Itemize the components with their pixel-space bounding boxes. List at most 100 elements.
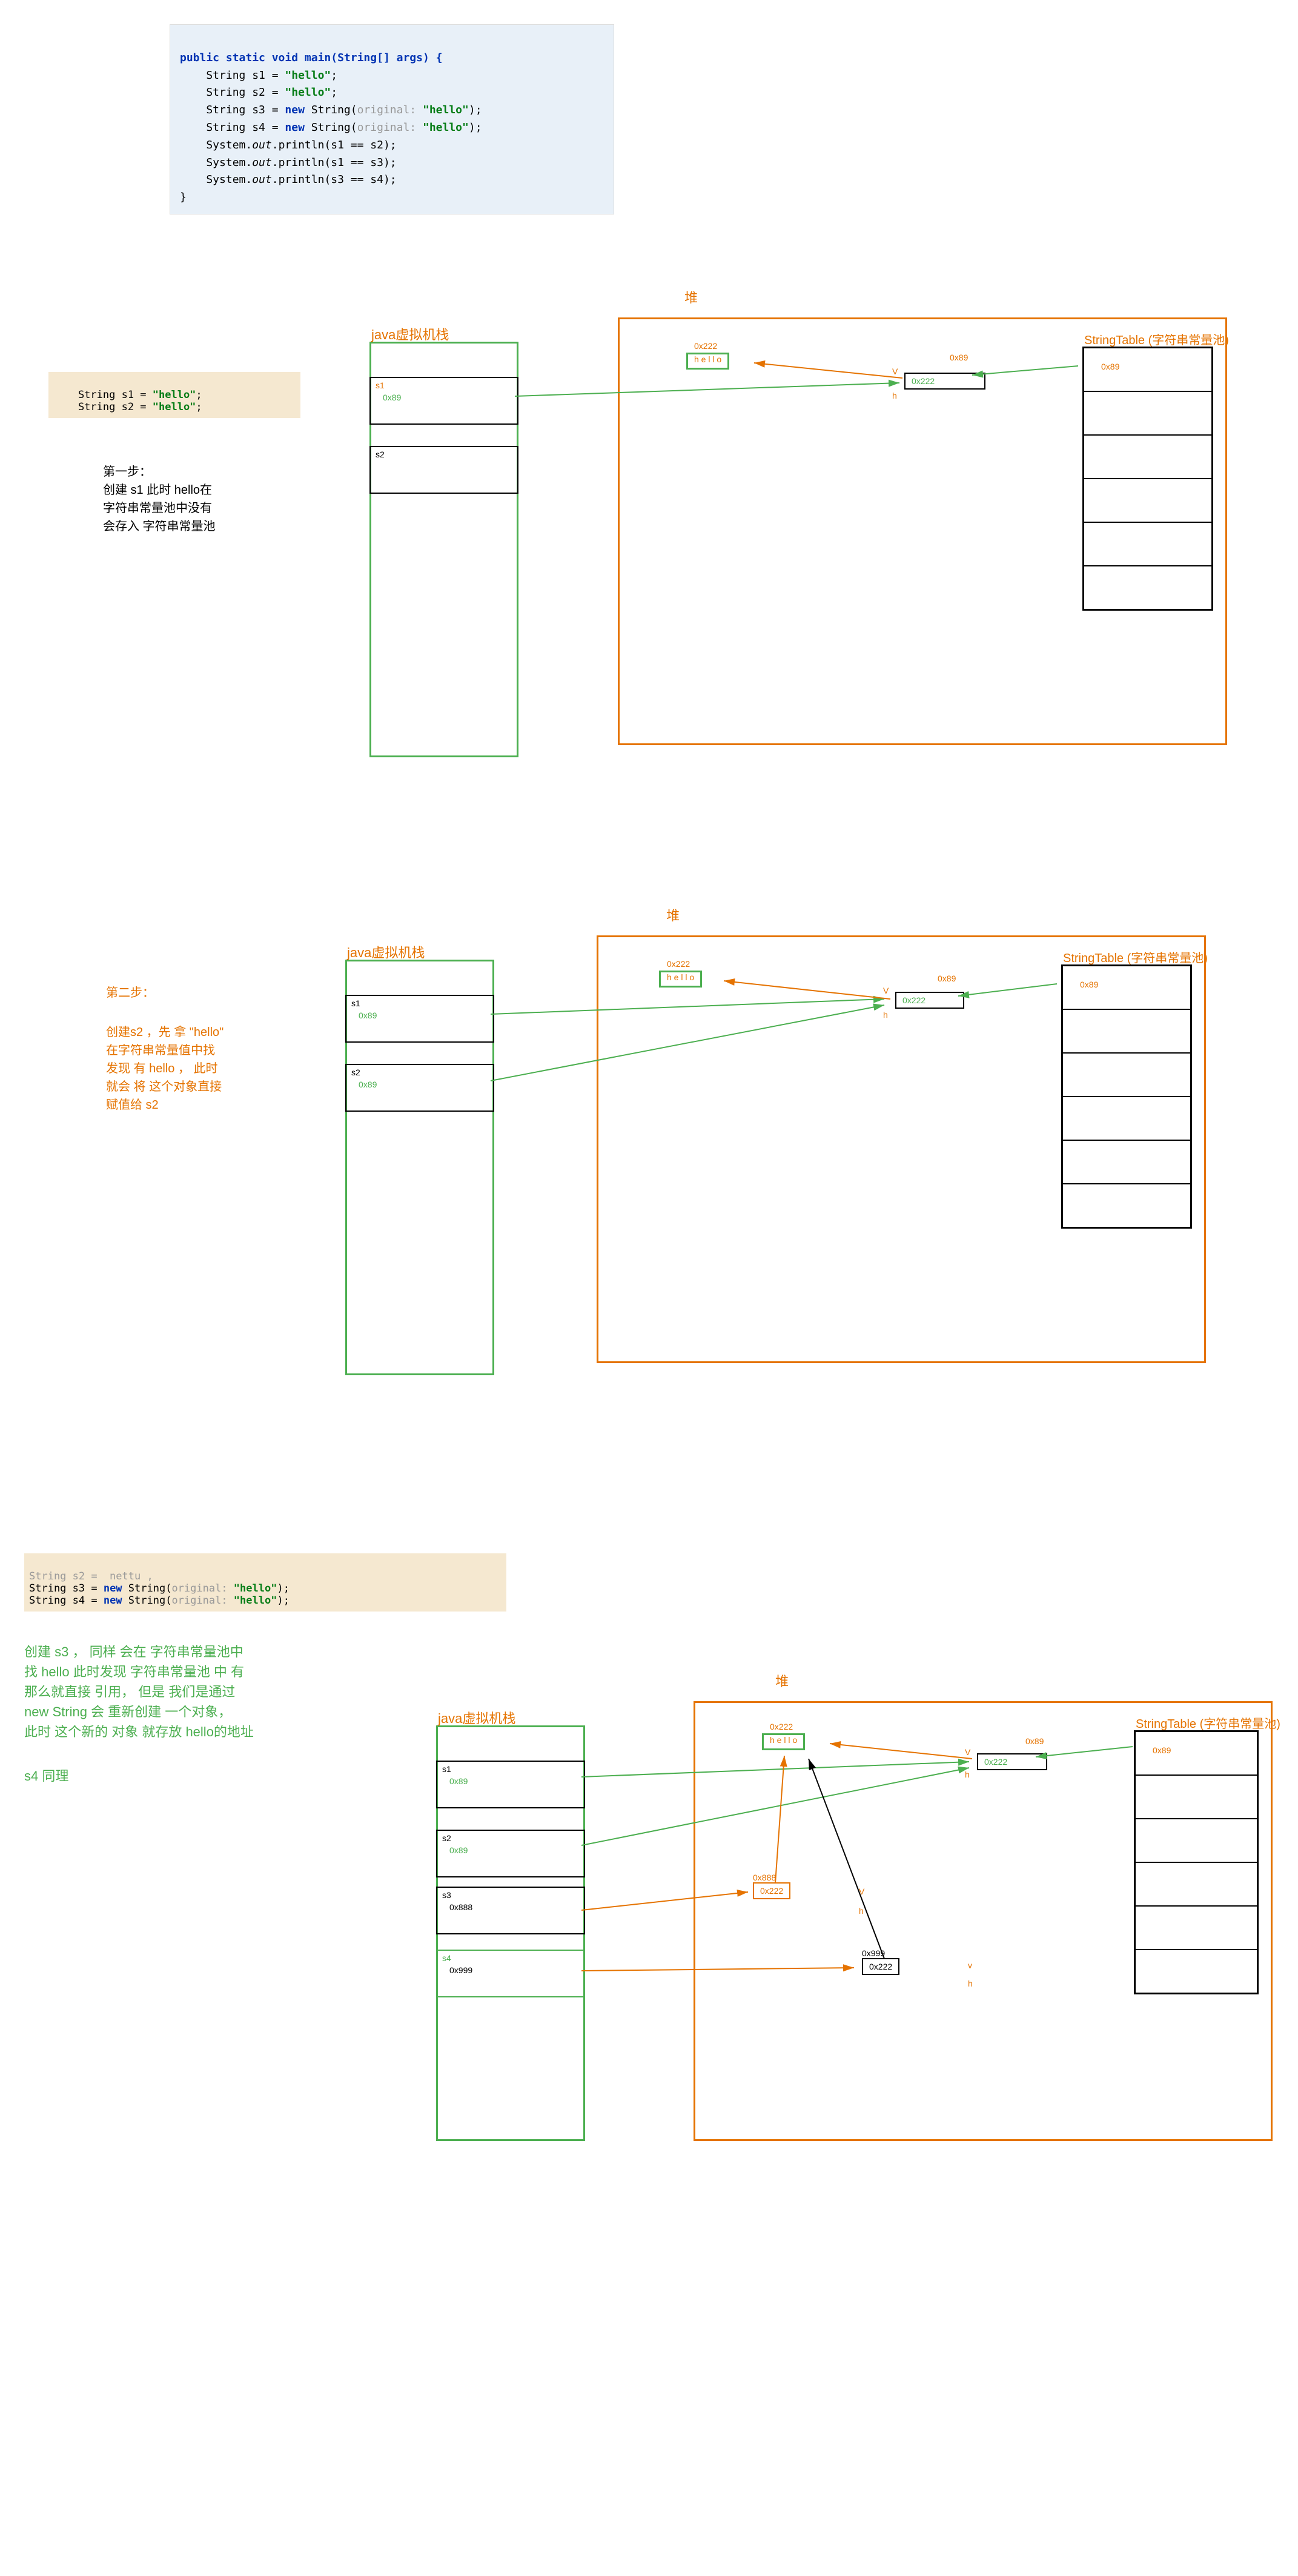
step2-text: 第二步： 创建s2 ，先 拿 "hello" 在字符串常量值中找 发现 有 he… xyxy=(106,984,224,1114)
mini-code-1: String s1 = "hello"; String s2 = "hello"… xyxy=(48,372,300,418)
mc2-l2f: ); xyxy=(277,1595,289,1607)
step1-t3: 会存入 字符串常量池 xyxy=(103,517,216,536)
v-3c: v xyxy=(968,1960,972,1970)
s1-label-1: s1 xyxy=(371,378,517,393)
code-l3b: new xyxy=(285,104,305,116)
step2-t4: 就会 将 这个对象直接 xyxy=(106,1078,224,1096)
code-main: public static void main(String[] args) {… xyxy=(170,24,614,214)
hello-text-1: h e l l o xyxy=(694,354,721,364)
step2-t3: 发现 有 hello ， 此时 xyxy=(106,1060,224,1078)
heap-title-3: 堆 xyxy=(775,1671,789,1690)
s3-slot-3: s3 0x888 xyxy=(436,1887,585,1934)
step2-title: 第二步： xyxy=(106,984,224,1002)
code-l5c: .println(s1 == s2); xyxy=(272,139,397,151)
mc2-l1b: new xyxy=(104,1582,122,1595)
stack-title-1: java虚拟机栈 xyxy=(371,324,449,344)
step2-t5: 赋值给 s2 xyxy=(106,1096,224,1114)
heap-3: 0x222 h e l l o 0x89 0x222 V h 0x888 0x2… xyxy=(694,1701,1273,2141)
h-3b: h xyxy=(859,1906,864,1916)
code-l4d: original: xyxy=(357,121,417,134)
s2-label-1: s2 xyxy=(371,447,517,462)
mc2-l2c: String( xyxy=(122,1595,172,1607)
hello-text-2: h e l l o xyxy=(667,972,694,982)
st-title-2: StringTable (字符串常量池) xyxy=(1063,948,1208,966)
hello-box-2: 0x222 h e l l o xyxy=(659,971,702,988)
v-2: V xyxy=(883,986,889,995)
st-title-1: StringTable (字符串常量池) xyxy=(1084,330,1229,348)
mc1-l1e: ; xyxy=(196,389,202,401)
code-l3d: original: xyxy=(357,104,417,116)
s2-slot-1: s2 xyxy=(369,446,518,494)
s1-slot-1: s1 0x89 xyxy=(369,377,518,425)
s2-label-3: s2 xyxy=(437,1831,584,1845)
code-l5a: System. xyxy=(180,139,252,151)
code-l4a: String s4 = xyxy=(180,121,285,134)
mc2-l1c: String( xyxy=(122,1582,172,1595)
hello-box-3: 0x222 h e l l o xyxy=(762,1733,805,1750)
code-l1b: "hello" xyxy=(285,69,331,82)
h-2: h xyxy=(883,1010,888,1020)
s4-val-3: 0x999 xyxy=(437,1965,584,1975)
hello-addr-1: 0x222 xyxy=(694,341,721,351)
addr-box-3b: 0x222 xyxy=(753,1882,790,1899)
diagram-step3: 堆 java虚拟机栈 s1 0x89 s2 0x89 s3 0x888 s4 0… xyxy=(24,1653,1274,2162)
addr-val-1: 0x222 xyxy=(912,376,935,386)
code-l1a: String s1 = xyxy=(180,69,285,82)
stack-title-3: java虚拟机栈 xyxy=(438,1708,515,1727)
string-table-2: StringTable (字符串常量池) 0x89 xyxy=(1061,964,1192,1229)
v-3: V xyxy=(965,1747,970,1757)
heap-title-2: 堆 xyxy=(666,905,680,925)
addr-box-1: 0x222 xyxy=(904,373,985,390)
heap-2: 0x222 h e l l o 0x89 0x222 V h StringTab… xyxy=(597,935,1206,1363)
st-val-1: 0x89 xyxy=(1084,348,1211,385)
step1-title: 第一步： xyxy=(103,463,216,481)
x999-label: 0x999 xyxy=(862,1948,899,1958)
code-l7b: out xyxy=(252,173,272,186)
code-l6c: .println(s1 == s3); xyxy=(272,156,397,169)
diagram-step1: 堆 String s1 = "hello"; String s2 = "hell… xyxy=(24,293,1274,802)
mini-code-2: String s2 = nettu , String s3 = new Stri… xyxy=(24,1553,506,1612)
s3-val-3: 0x888 xyxy=(437,1902,584,1912)
addr-val-3a: 0x222 xyxy=(984,1757,1007,1767)
step1-t1: 创建 s1 此时 hello在 xyxy=(103,481,216,499)
s1-label-2: s1 xyxy=(346,996,493,1011)
s2-label-2: s2 xyxy=(346,1065,493,1080)
step2-t1: 创建s2 ，先 拿 "hello" xyxy=(106,1023,224,1041)
addr-box-3c: 0x222 xyxy=(862,1958,899,1975)
st-val-2: 0x89 xyxy=(1063,966,1190,1003)
string-table-3: StringTable (字符串常量池) 0x89 xyxy=(1134,1730,1259,1994)
mc1-l2a: String s2 = xyxy=(53,401,153,413)
s2-slot-2: s2 0x89 xyxy=(345,1064,494,1112)
mc2-l0: String s2 = nettu , xyxy=(29,1570,153,1582)
code-l7c: .println(s3 == s4); xyxy=(272,173,397,186)
h-1: h xyxy=(892,391,897,400)
mc1-l2e: ; xyxy=(196,401,202,413)
stack-3: java虚拟机栈 s1 0x89 s2 0x89 s3 0x888 s4 0x9… xyxy=(436,1725,585,2141)
s1-val-3: 0x89 xyxy=(437,1776,584,1786)
code-l6a: System. xyxy=(180,156,252,169)
x89-label-1: 0x89 xyxy=(950,353,968,362)
string-table-1: StringTable (字符串常量池) 0x89 xyxy=(1082,347,1213,611)
mc2-l1a: String s3 = xyxy=(29,1582,104,1595)
s4-label-3: s4 xyxy=(437,1951,584,1965)
code-l4c: String( xyxy=(305,121,357,134)
code-l4f: ); xyxy=(469,121,482,134)
addr-val-2: 0x222 xyxy=(902,995,925,1005)
addr-box-3a: 0x222 xyxy=(977,1753,1047,1770)
h-3: h xyxy=(965,1770,970,1779)
st-title-3: StringTable (字符串常量池) xyxy=(1136,1714,1280,1731)
step1-t2: 字符串常量池中没有 xyxy=(103,499,216,517)
s1-val-2: 0x89 xyxy=(346,1011,493,1020)
addr-box-2: 0x222 xyxy=(895,992,964,1009)
mc1-l1s: "hello" xyxy=(153,389,196,401)
code-l3f: ); xyxy=(469,104,482,116)
s1-slot-2: s1 0x89 xyxy=(345,995,494,1043)
s3-label-3: s3 xyxy=(437,1888,584,1902)
stack-title-2: java虚拟机栈 xyxy=(347,942,425,961)
s4-slot-3: s4 0x999 xyxy=(436,1950,585,1997)
hello-box-1: 0x222 h e l l o xyxy=(686,353,729,370)
mc2-l2e: "hello" xyxy=(228,1595,277,1607)
mc2-l2d: original: xyxy=(171,1595,227,1607)
x89-label-3: 0x89 xyxy=(1025,1736,1044,1746)
s1-slot-3: s1 0x89 xyxy=(436,1761,585,1808)
